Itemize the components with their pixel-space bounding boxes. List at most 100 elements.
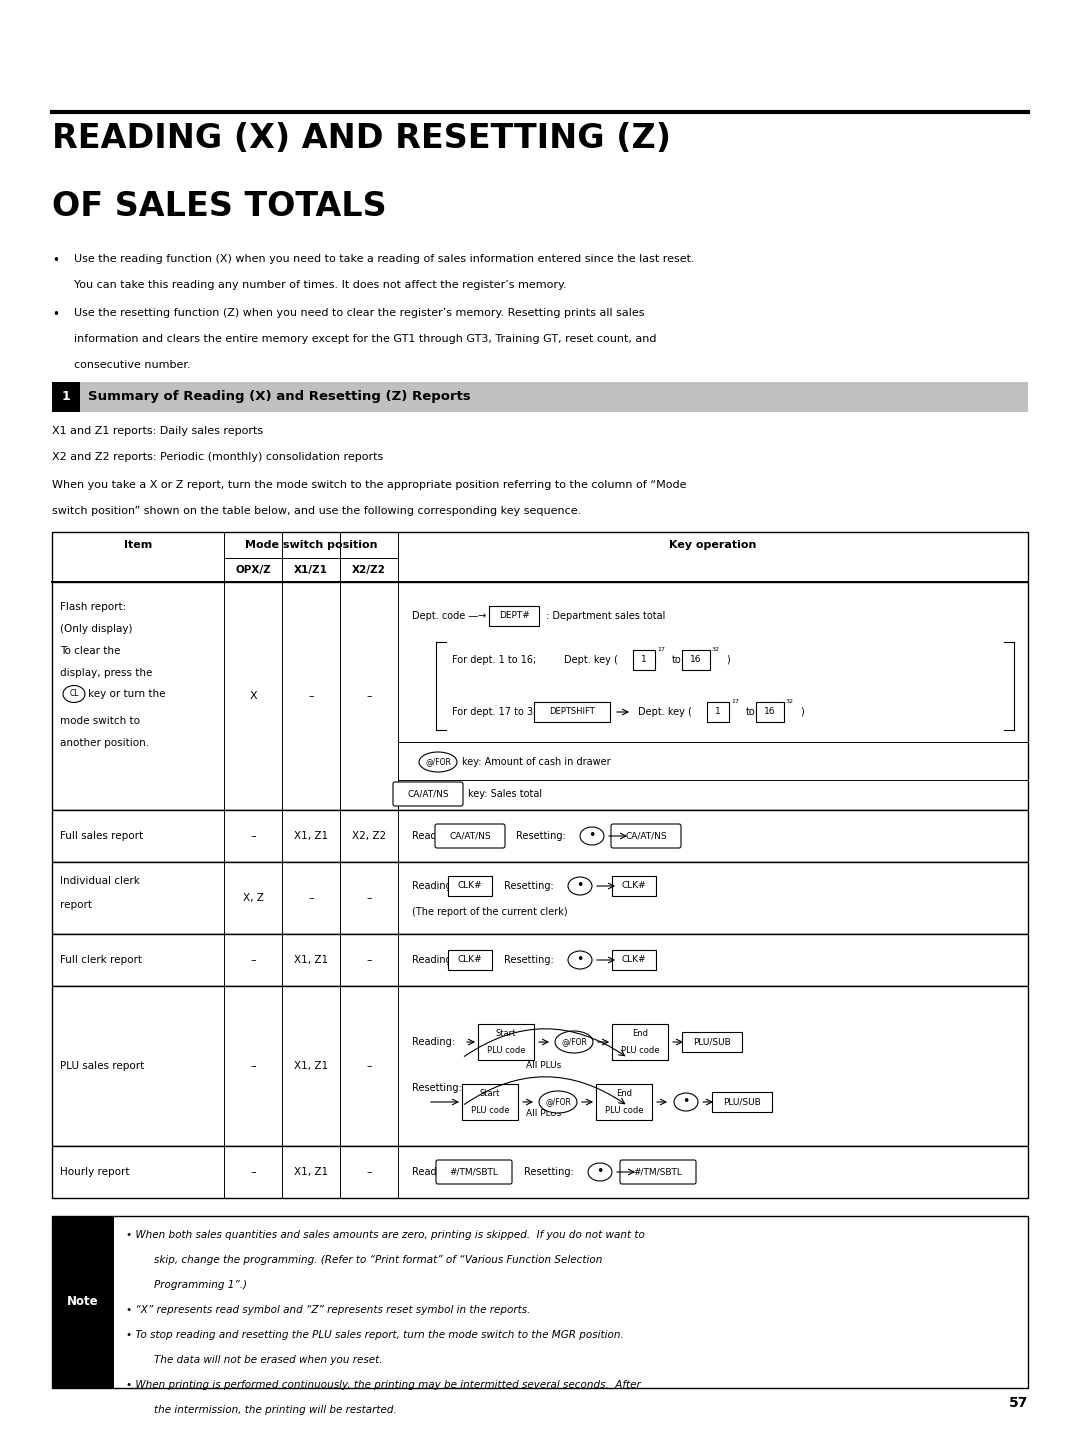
Text: Note: Note <box>67 1296 98 1309</box>
Text: @/FOR: @/FOR <box>426 758 451 766</box>
Text: –: – <box>308 691 314 701</box>
Text: CLK#: CLK# <box>458 881 483 890</box>
Text: Flash report:: Flash report: <box>60 602 126 612</box>
Text: X1, Z1: X1, Z1 <box>294 832 328 840</box>
Ellipse shape <box>568 877 592 896</box>
FancyBboxPatch shape <box>620 1160 696 1184</box>
Ellipse shape <box>539 1090 577 1112</box>
Ellipse shape <box>588 1163 612 1181</box>
Text: •: • <box>596 1166 604 1179</box>
Text: –: – <box>251 955 256 965</box>
Text: X1, Z1: X1, Z1 <box>294 955 328 965</box>
Bar <box>612 949 656 970</box>
Text: •: • <box>577 954 583 967</box>
Text: For dept. 17 to 32;: For dept. 17 to 32; <box>453 707 542 717</box>
Text: skip, change the programming. (Refer to “Print format” of “Various Function Sele: skip, change the programming. (Refer to … <box>154 1255 603 1265</box>
Text: Resetting:: Resetting: <box>524 1168 577 1176</box>
Text: Resetting:: Resetting: <box>411 1083 462 1093</box>
Text: 32: 32 <box>712 647 720 651</box>
Text: –: – <box>251 832 256 840</box>
Text: Individual clerk: Individual clerk <box>60 875 140 885</box>
Text: –: – <box>308 893 314 903</box>
Text: Reading:: Reading: <box>411 881 458 891</box>
Text: another position.: another position. <box>60 739 149 747</box>
Text: Use the resetting function (Z) when you need to clear the register’s memory. Res: Use the resetting function (Z) when you … <box>75 308 645 318</box>
Text: PLU code: PLU code <box>621 1045 659 1056</box>
Bar <box>756 702 784 723</box>
Bar <box>489 606 539 627</box>
Text: X2, Z2: X2, Z2 <box>352 832 386 840</box>
Text: All PLUs: All PLUs <box>526 1109 562 1118</box>
Text: 1: 1 <box>62 391 70 404</box>
Ellipse shape <box>419 752 457 772</box>
Text: OF SALES TOTALS: OF SALES TOTALS <box>52 190 387 222</box>
Text: to: to <box>672 654 681 664</box>
Text: Resetting:: Resetting: <box>516 832 569 840</box>
Text: switch position” shown on the table below, and use the following corresponding k: switch position” shown on the table belo… <box>52 506 581 516</box>
Text: End: End <box>616 1089 632 1098</box>
Text: •: • <box>577 880 583 893</box>
Text: PLU code: PLU code <box>605 1106 644 1115</box>
Text: Reading:: Reading: <box>411 955 458 965</box>
Text: Dept. key (: Dept. key ( <box>564 654 618 664</box>
Text: ): ) <box>800 707 804 717</box>
Text: CLK#: CLK# <box>622 955 646 964</box>
Bar <box>681 650 710 670</box>
Text: DEPTSHIFT: DEPTSHIFT <box>549 708 595 717</box>
Text: OPX/Z: OPX/Z <box>235 566 271 574</box>
Bar <box>612 1024 669 1060</box>
Text: CLK#: CLK# <box>458 955 483 964</box>
Text: –: – <box>251 1168 256 1176</box>
Text: information and clears the entire memory except for the GT1 through GT3, Trainin: information and clears the entire memory… <box>75 334 657 345</box>
Text: Reading:: Reading: <box>411 832 458 840</box>
Bar <box>52 933 1028 986</box>
Text: When you take a X or Z report, turn the mode switch to the appropriate position : When you take a X or Z report, turn the … <box>52 480 687 490</box>
Text: 16: 16 <box>690 656 702 664</box>
Text: #/TM/SBTL: #/TM/SBTL <box>449 1168 499 1176</box>
Text: 1: 1 <box>642 656 647 664</box>
FancyBboxPatch shape <box>611 824 681 848</box>
Ellipse shape <box>568 951 592 968</box>
Text: X1, Z1: X1, Z1 <box>294 1168 328 1176</box>
Bar <box>612 875 656 896</box>
Text: display, press the: display, press the <box>60 667 152 678</box>
FancyBboxPatch shape <box>393 782 463 806</box>
Ellipse shape <box>580 827 604 845</box>
Text: X: X <box>249 691 257 701</box>
Text: @/FOR: @/FOR <box>545 1098 571 1106</box>
Text: (Only display): (Only display) <box>60 624 133 634</box>
Text: –: – <box>366 1061 372 1072</box>
Text: You can take this reading any number of times. It does not affect the register’s: You can take this reading any number of … <box>75 281 567 289</box>
Bar <box>448 875 492 896</box>
Bar <box>712 1092 772 1112</box>
Text: the intermission, the printing will be restarted.: the intermission, the printing will be r… <box>154 1405 396 1415</box>
Text: @/FOR: @/FOR <box>562 1038 586 1047</box>
Text: Use the reading function (X) when you need to take a reading of sales informatio: Use the reading function (X) when you ne… <box>75 254 694 265</box>
Text: –: – <box>366 691 372 701</box>
Bar <box>448 949 492 970</box>
Text: key: Sales total: key: Sales total <box>468 790 542 800</box>
Text: X1, Z1: X1, Z1 <box>294 1061 328 1072</box>
Text: • “X” represents read symbol and “Z” represents reset symbol in the reports.: • “X” represents read symbol and “Z” rep… <box>126 1306 530 1314</box>
Text: End: End <box>632 1029 648 1038</box>
Text: Key operation: Key operation <box>670 539 757 550</box>
Text: X2/Z2: X2/Z2 <box>352 566 386 574</box>
Text: CA/AT/NS: CA/AT/NS <box>407 790 449 798</box>
Text: 17: 17 <box>731 699 739 704</box>
Text: READING (X) AND RESETTING (Z): READING (X) AND RESETTING (Z) <box>52 122 671 156</box>
Text: CA/AT/NS: CA/AT/NS <box>449 832 490 840</box>
Text: Hourly report: Hourly report <box>60 1168 130 1176</box>
Text: mode switch to: mode switch to <box>60 715 140 726</box>
Text: All PLUs: All PLUs <box>526 1061 562 1070</box>
Bar <box>462 1085 518 1120</box>
Bar <box>52 986 1028 1146</box>
Text: key: Amount of cash in drawer: key: Amount of cash in drawer <box>462 758 610 768</box>
Bar <box>52 1146 1028 1198</box>
Text: Full sales report: Full sales report <box>60 832 144 840</box>
Text: X1 and Z1 reports: Daily sales reports: X1 and Z1 reports: Daily sales reports <box>52 426 264 436</box>
Text: • When printing is performed continuously, the printing may be intermitted sever: • When printing is performed continuousl… <box>126 1380 640 1390</box>
Text: 32: 32 <box>786 699 794 704</box>
Text: Dept. code —→: Dept. code —→ <box>411 611 486 621</box>
Text: Full clerk report: Full clerk report <box>60 955 141 965</box>
Bar <box>681 1032 742 1053</box>
